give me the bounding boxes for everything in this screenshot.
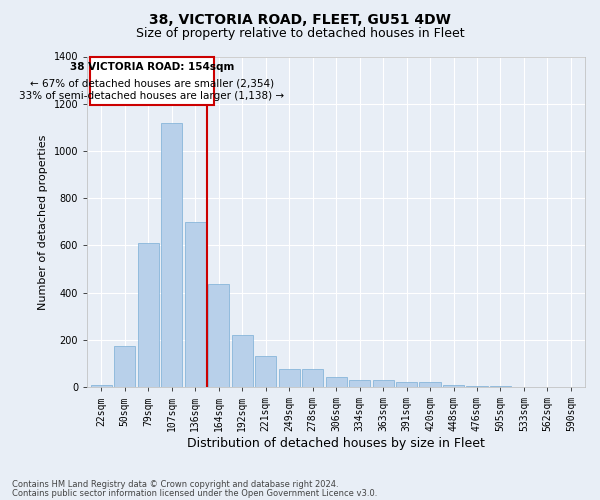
Bar xyxy=(161,122,182,387)
Bar xyxy=(302,370,323,387)
Bar xyxy=(114,346,136,387)
Bar xyxy=(326,376,347,387)
Bar xyxy=(255,356,276,387)
Text: 38, VICTORIA ROAD, FLEET, GU51 4DW: 38, VICTORIA ROAD, FLEET, GU51 4DW xyxy=(149,12,451,26)
Bar xyxy=(396,382,417,387)
X-axis label: Distribution of detached houses by size in Fleet: Distribution of detached houses by size … xyxy=(187,437,485,450)
Bar xyxy=(138,243,159,387)
Bar xyxy=(232,335,253,387)
Text: Contains public sector information licensed under the Open Government Licence v3: Contains public sector information licen… xyxy=(12,488,377,498)
Text: 38 VICTORIA ROAD: 154sqm: 38 VICTORIA ROAD: 154sqm xyxy=(70,62,234,72)
Text: ← 67% of detached houses are smaller (2,354): ← 67% of detached houses are smaller (2,… xyxy=(30,78,274,88)
Y-axis label: Number of detached properties: Number of detached properties xyxy=(38,134,48,310)
Bar xyxy=(349,380,370,387)
Bar xyxy=(490,386,511,387)
Bar xyxy=(91,385,112,387)
Bar xyxy=(373,380,394,387)
Bar xyxy=(466,386,488,387)
Bar xyxy=(419,382,440,387)
Text: 33% of semi-detached houses are larger (1,138) →: 33% of semi-detached houses are larger (… xyxy=(19,92,284,102)
Bar xyxy=(185,222,206,387)
Bar xyxy=(278,370,300,387)
Bar xyxy=(443,385,464,387)
Text: Contains HM Land Registry data © Crown copyright and database right 2024.: Contains HM Land Registry data © Crown c… xyxy=(12,480,338,489)
Bar xyxy=(208,284,229,387)
Text: Size of property relative to detached houses in Fleet: Size of property relative to detached ho… xyxy=(136,28,464,40)
FancyBboxPatch shape xyxy=(89,56,214,105)
